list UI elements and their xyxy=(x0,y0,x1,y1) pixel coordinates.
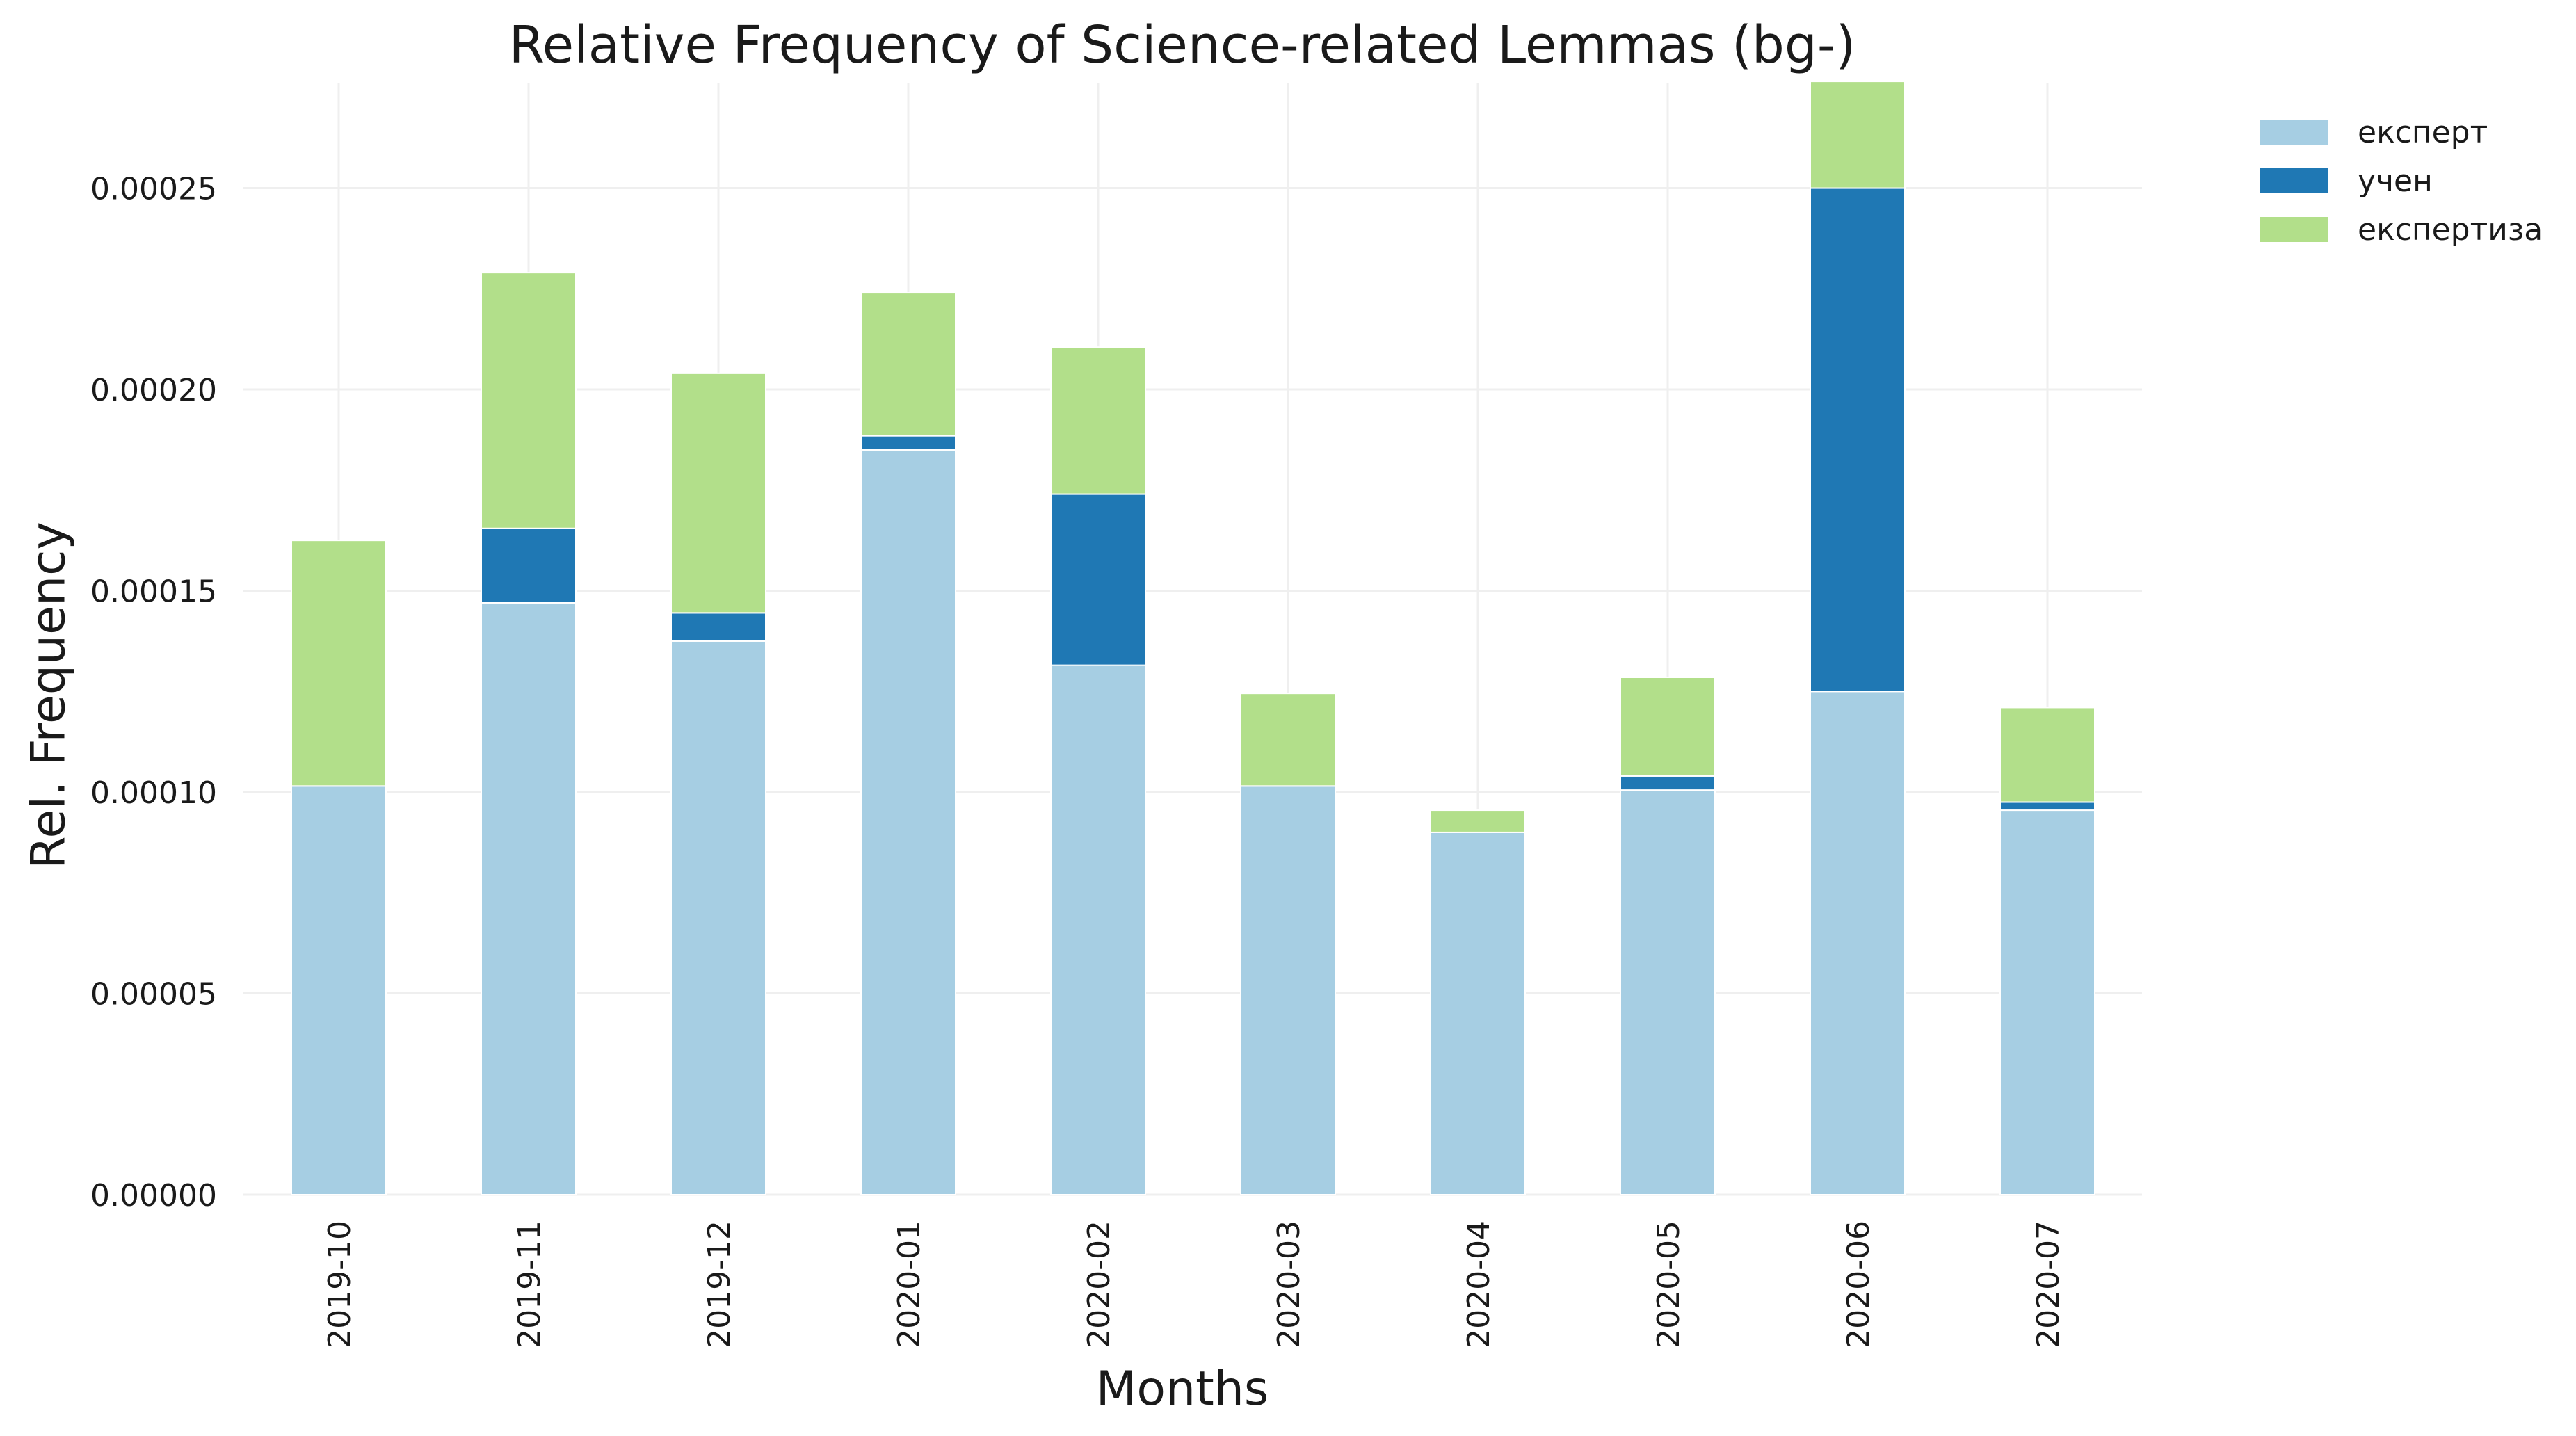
bar-segment xyxy=(860,292,956,437)
bar-segment xyxy=(1999,809,2095,1195)
y-tick-label: 0.00015 xyxy=(90,574,217,610)
x-tick-label: 2020-07 xyxy=(2031,1220,2066,1348)
legend: експерт учен експертиза xyxy=(2260,108,2543,254)
bar-segment xyxy=(1050,664,1146,1195)
y-tick-label: 0.00025 xyxy=(90,172,217,207)
legend-label: експертиза xyxy=(2358,211,2543,248)
x-tick-label: 2020-04 xyxy=(1461,1220,1497,1348)
legend-item: експертиза xyxy=(2260,205,2543,254)
bar-segment xyxy=(1240,785,1336,1195)
bar-segment xyxy=(1810,81,1906,189)
bar-segment xyxy=(860,449,956,1195)
x-tick-label: 2019-12 xyxy=(702,1220,737,1348)
bar-segment xyxy=(1810,691,1906,1195)
x-axis-label: Months xyxy=(1095,1362,1269,1417)
bar-segment xyxy=(1620,775,1716,791)
x-tick-label: 2020-02 xyxy=(1081,1220,1117,1348)
bars xyxy=(291,81,2095,1196)
bar-segment xyxy=(1430,809,1526,833)
bar-segment xyxy=(1620,677,1716,777)
legend-swatch xyxy=(2260,217,2328,242)
x-tick-label: 2019-11 xyxy=(512,1220,547,1348)
bar-segment xyxy=(1430,831,1526,1196)
y-tick-label: 0.00010 xyxy=(90,775,217,811)
bar-segment xyxy=(1999,801,2095,812)
x-tick-labels: 2019-10 2019-11 2019-12 2020-01 2020-02 2020-… xyxy=(322,1220,2066,1348)
legend-item: учен xyxy=(2260,156,2543,205)
bar-segment xyxy=(1999,707,2095,803)
bar-segment xyxy=(860,435,956,451)
x-tick-label: 2020-03 xyxy=(1271,1220,1307,1348)
x-tick-label: 2020-05 xyxy=(1651,1220,1687,1348)
bar-segment xyxy=(1620,789,1716,1195)
bar-segment xyxy=(670,612,766,642)
legend-swatch xyxy=(2260,168,2328,193)
bar-segment xyxy=(481,527,577,604)
bar-segment xyxy=(1810,187,1906,693)
y-tick-labels: 0.00000 0.00005 0.00010 0.00015 0.00020 0.000… xyxy=(90,172,217,1213)
y-tick-label: 0.00020 xyxy=(90,373,217,408)
bar-segment xyxy=(291,540,387,787)
bar-segment xyxy=(670,640,766,1195)
bar-segment xyxy=(1240,693,1336,787)
y-tick-label: 0.00005 xyxy=(90,977,217,1013)
legend-item: експерт xyxy=(2260,108,2543,156)
legend-label: учен xyxy=(2358,163,2433,199)
x-tick-label: 2020-06 xyxy=(1841,1220,1876,1348)
bar-segment xyxy=(481,602,577,1195)
x-tick-label: 2020-01 xyxy=(892,1220,927,1348)
bar-segment xyxy=(670,372,766,614)
bar-segment xyxy=(1050,493,1146,666)
bar-segment xyxy=(291,785,387,1195)
bar-segment xyxy=(481,272,577,529)
bar-segment xyxy=(1050,346,1146,495)
chart-title: Relative Frequency of Science-related Le… xyxy=(508,15,1856,75)
legend-label: експерт xyxy=(2358,114,2488,150)
x-tick-label: 2019-10 xyxy=(322,1220,357,1348)
y-tick-label: 0.00000 xyxy=(90,1178,217,1213)
legend-swatch xyxy=(2260,120,2328,145)
